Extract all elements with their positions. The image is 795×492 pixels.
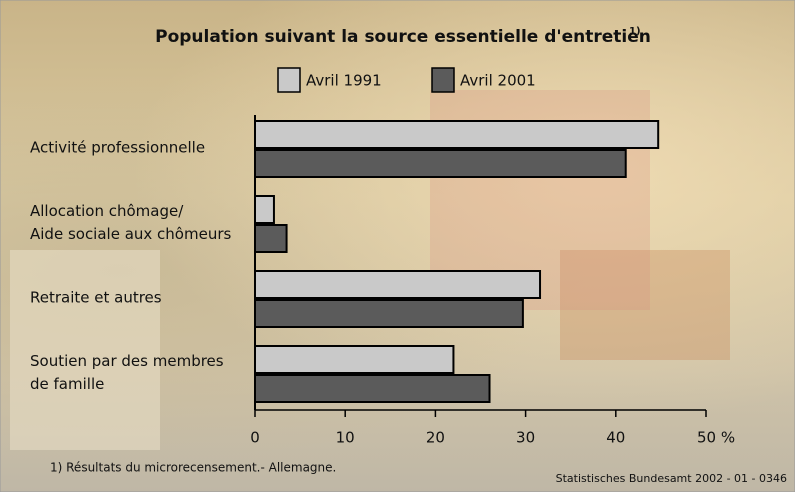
bar [255, 271, 540, 298]
legend-label: Avril 1991 [306, 72, 382, 90]
bar [255, 150, 626, 177]
chart: Population suivant la source essentielle… [0, 0, 795, 492]
legend-swatch [432, 68, 454, 92]
bar [255, 346, 453, 373]
bar [255, 375, 490, 402]
bar [255, 196, 274, 223]
footnote: 1) Résultats du microrecensement.- Allem… [50, 461, 336, 475]
y-tick-label: Retraite et autres [30, 287, 162, 310]
chart-svg: Population suivant la source essentielle… [0, 0, 795, 492]
bar [255, 300, 523, 327]
x-tick-label: 20 [426, 429, 445, 447]
x-tick-label: 50 % [697, 429, 735, 447]
x-tick-label: 30 [516, 429, 535, 447]
legend-swatch [278, 68, 300, 92]
x-tick-label: 0 [250, 429, 260, 447]
y-tick-label: Soutien par des membres de famille [30, 350, 224, 396]
x-tick-label: 10 [336, 429, 355, 447]
bar [255, 121, 658, 148]
title-marker: 1) [629, 26, 641, 37]
chart-title: Population suivant la source essentielle… [155, 27, 651, 47]
y-tick-label: Allocation chômage/ Aide sociale aux chô… [30, 200, 231, 246]
bar [255, 225, 287, 252]
y-tick-label: Activité professionnelle [30, 137, 205, 160]
legend-label: Avril 2001 [460, 72, 536, 90]
source: Statistisches Bundesamt 2002 - 01 - 0346 [556, 472, 787, 485]
x-tick-label: 40 [606, 429, 625, 447]
